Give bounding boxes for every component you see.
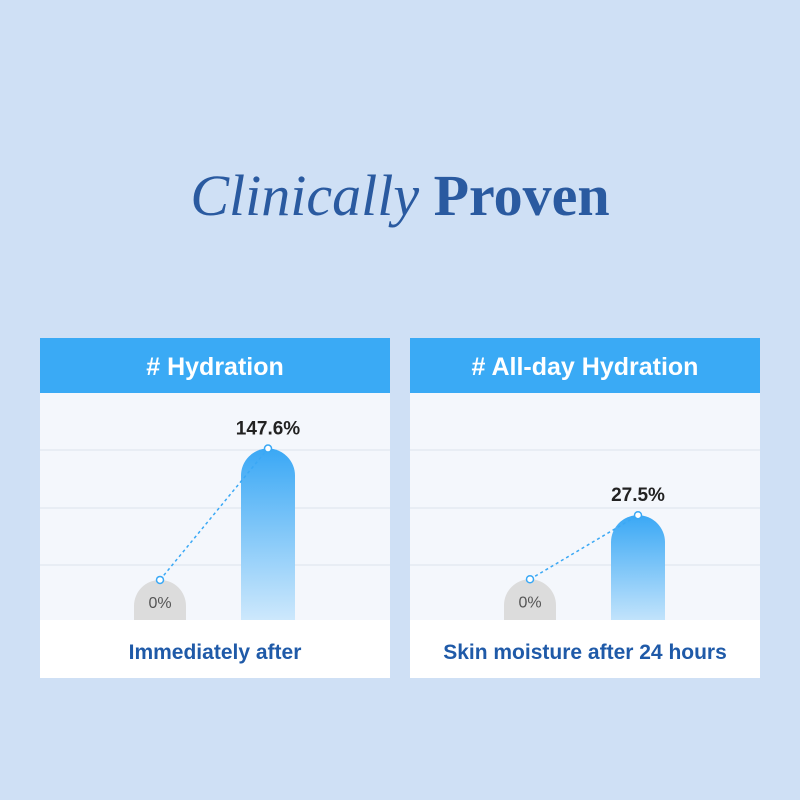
card-footer	[410, 620, 760, 678]
value-label: 0%	[148, 595, 171, 612]
trend-line	[159, 448, 269, 581]
bar	[241, 448, 295, 647]
charts: 0% 147.6% # Hydration Immediately after 0% 27…	[40, 338, 760, 678]
chart-title: # Hydration	[146, 353, 284, 381]
trend-line	[529, 514, 639, 580]
point	[263, 444, 273, 453]
point	[525, 575, 535, 584]
card-header	[410, 338, 760, 393]
card-body	[40, 393, 390, 620]
card-header	[40, 338, 390, 393]
value-label: 27.5%	[611, 485, 665, 506]
point	[155, 575, 165, 585]
value-label: 0%	[518, 594, 541, 611]
value-label: 147.6%	[236, 419, 301, 440]
title-regular: Proven	[434, 163, 610, 228]
point	[633, 510, 643, 520]
bar	[611, 515, 665, 647]
card-body	[410, 393, 760, 620]
page-title: Clinically Proven	[190, 163, 609, 228]
card-footer	[40, 620, 390, 678]
caption: Skin moisture after 24 hours	[443, 641, 727, 664]
title-italic: Clinically	[190, 163, 419, 228]
chart-title: # All-day Hydration	[472, 353, 699, 381]
caption: Immediately after	[129, 641, 302, 664]
